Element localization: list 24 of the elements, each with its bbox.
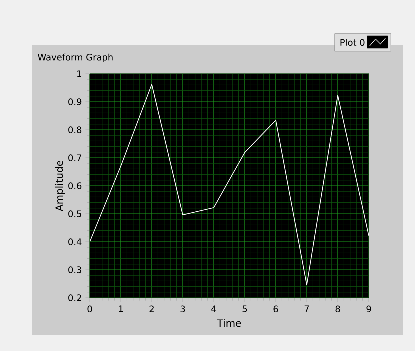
x-tick-label: 4: [212, 306, 216, 312]
x-tick-label: 3: [180, 306, 186, 313]
x-axis-title: Time: [217, 319, 242, 328]
y-tick-label: 0.4: [68, 238, 82, 246]
y-tick-label: 0.3: [68, 266, 82, 274]
y-tick-label: 0.2: [68, 294, 82, 302]
y-tick-label: 0.6: [68, 182, 82, 190]
x-tick-label: 2: [150, 306, 154, 312]
x-tick-label: 1: [119, 306, 124, 312]
y-tick-label: 0.8: [68, 126, 82, 134]
y-tick-label: 1: [78, 70, 82, 78]
x-tick-label: 9: [366, 306, 372, 313]
x-tick-label: 6: [274, 306, 278, 313]
line-series: [90, 84, 369, 286]
y-tick-label: 0.5: [68, 210, 82, 218]
y-tick-label: 0.7: [68, 154, 82, 162]
x-tick-label: 5: [242, 306, 248, 312]
legend-label: Plot 0: [340, 39, 365, 46]
y-tick-label: 0.9: [68, 98, 82, 106]
x-tick-label: 0: [88, 306, 92, 313]
x-tick-label: 7: [304, 306, 310, 312]
y-axis-title: Amplitude: [55, 160, 66, 212]
chart-title: Waveform Graph: [38, 54, 113, 63]
x-tick-label: 8: [336, 306, 340, 313]
